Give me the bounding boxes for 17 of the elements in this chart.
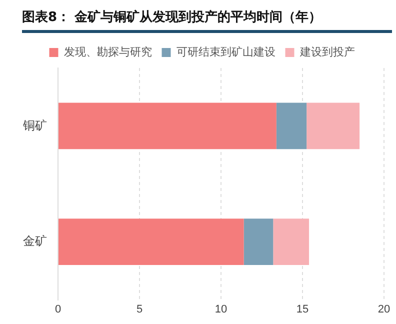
chart-title: 图表8： 金矿与铜矿从发现到投产的平均时间（年）	[21, 8, 323, 27]
legend-label: 建设到投产	[298, 46, 355, 59]
x-tick-label: 20	[378, 303, 390, 316]
bar	[58, 218, 244, 266]
bar	[306, 102, 360, 150]
x-tick-label: 5	[136, 303, 143, 316]
x-tick-label: 0	[54, 303, 62, 316]
legend-label: 可研结束到矿山建设	[176, 46, 276, 59]
bar	[276, 102, 307, 150]
x-tick-label: 10	[214, 303, 228, 316]
y-tick-label: 铜矿	[22, 118, 47, 132]
legend-label: 发现、勘探与研究	[64, 46, 152, 59]
bar	[244, 218, 274, 266]
x-tick-label: 15	[296, 303, 309, 316]
y-tick-label: 金矿	[23, 234, 47, 248]
bar	[58, 102, 276, 150]
bar	[273, 218, 310, 266]
